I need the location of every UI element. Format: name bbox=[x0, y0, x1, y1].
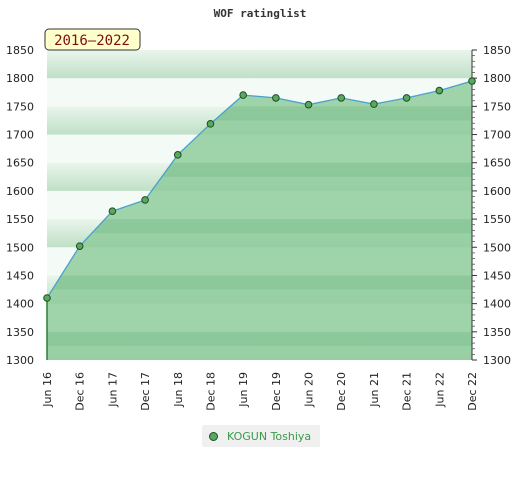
chart-title: WOF ratinglist bbox=[214, 7, 307, 20]
data-point bbox=[272, 94, 280, 102]
data-point bbox=[239, 91, 247, 99]
x-tick-label: Jun 17 bbox=[106, 372, 119, 408]
data-point bbox=[206, 120, 215, 128]
period-badge-text: 2016–2022 bbox=[54, 33, 130, 49]
x-tick-label: Jun 20 bbox=[303, 372, 316, 408]
area-layer bbox=[46, 80, 473, 360]
x-tick-label: Dec 22 bbox=[466, 372, 479, 411]
x-tick-label: Dec 19 bbox=[270, 372, 283, 411]
y-tick-label-right: 1600 bbox=[483, 185, 511, 198]
data-point bbox=[337, 94, 346, 102]
period-badge: 2016–2022 bbox=[44, 28, 141, 51]
series-line bbox=[46, 80, 473, 299]
x-tick-label: Jun 16 bbox=[41, 372, 54, 408]
y-tick-label-left: 1600 bbox=[6, 185, 34, 198]
y-tick-label-left: 1350 bbox=[6, 326, 34, 339]
series-area bbox=[47, 81, 472, 360]
x-tick-label: Dec 20 bbox=[335, 372, 348, 411]
y-tick-label-right: 1300 bbox=[483, 354, 511, 367]
x-tick-label: Jun 21 bbox=[368, 372, 381, 408]
y-tick-label-right: 1450 bbox=[483, 269, 511, 282]
x-tick-label: Dec 17 bbox=[139, 372, 152, 411]
area-stripe bbox=[47, 219, 472, 234]
y-tick-label-left: 1800 bbox=[6, 72, 34, 85]
data-point bbox=[141, 196, 149, 204]
y-tick-label-right: 1650 bbox=[483, 157, 511, 170]
data-point bbox=[108, 207, 117, 215]
y-tick-label-right: 1500 bbox=[483, 241, 511, 254]
area-stripe bbox=[47, 275, 472, 290]
area-stripe bbox=[47, 331, 472, 346]
y-tick-label-left: 1450 bbox=[6, 269, 34, 282]
y-tick-label-left: 1700 bbox=[6, 129, 34, 142]
data-point bbox=[468, 77, 476, 85]
y-tick-label-right: 1750 bbox=[483, 100, 511, 113]
grid-band bbox=[47, 50, 472, 79]
data-point bbox=[173, 151, 182, 159]
y-tick-label-right: 1850 bbox=[483, 44, 511, 57]
legend-series-name: KOGUN Toshiya bbox=[227, 429, 312, 443]
y-tick-label-left: 1300 bbox=[6, 354, 34, 367]
data-point bbox=[304, 100, 313, 109]
data-point bbox=[402, 94, 411, 102]
y-tick-label-left: 1650 bbox=[6, 157, 34, 170]
y-tick-label-left: 1750 bbox=[6, 100, 34, 113]
y-tick-label-left: 1500 bbox=[6, 241, 34, 254]
marker-layer bbox=[43, 77, 476, 302]
x-tick-label: Dec 18 bbox=[204, 372, 217, 411]
x-tick-label: Jun 19 bbox=[237, 372, 250, 408]
y-tick-label-right: 1400 bbox=[483, 298, 511, 311]
y-tick-label-right: 1700 bbox=[483, 129, 511, 142]
data-point bbox=[435, 86, 444, 95]
data-point bbox=[43, 294, 51, 302]
axis-layer: 1300 1300 1350 1350 1400 1400 1450 1450 1500 1500… bbox=[6, 44, 511, 411]
y-tick-label-right: 1350 bbox=[483, 326, 511, 339]
data-point bbox=[370, 100, 378, 108]
x-tick-label: Dec 21 bbox=[401, 372, 414, 411]
y-tick-label-left: 1400 bbox=[6, 298, 34, 311]
y-tick-label-left: 1550 bbox=[6, 213, 34, 226]
x-tick-label: Jun 18 bbox=[172, 372, 185, 408]
x-tick-label: Dec 16 bbox=[74, 372, 87, 411]
x-tick-label: Jun 22 bbox=[433, 372, 446, 408]
y-tick-label-left: 1850 bbox=[6, 44, 34, 57]
legend-marker-icon bbox=[209, 431, 218, 441]
data-point bbox=[75, 242, 84, 250]
y-tick-label-right: 1800 bbox=[483, 72, 511, 85]
legend: KOGUN Toshiya bbox=[202, 425, 320, 447]
y-tick-label-right: 1550 bbox=[483, 213, 511, 226]
